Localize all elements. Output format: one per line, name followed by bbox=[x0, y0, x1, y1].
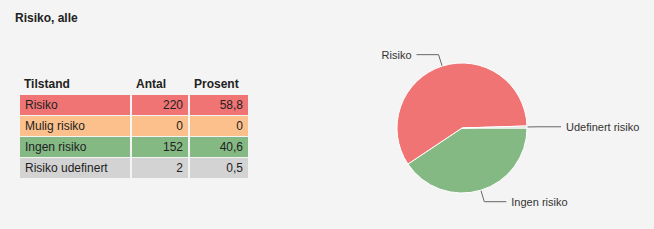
svg-text:Risiko: Risiko bbox=[382, 49, 412, 61]
html-text:0: 0 bbox=[236, 119, 243, 133]
svg-text:Udefinert risiko: Udefinert risiko bbox=[566, 121, 639, 133]
html-text:152: 152 bbox=[163, 140, 183, 154]
svg-text:Ingen risiko: Ingen risiko bbox=[511, 196, 567, 208]
html-text:40,6: 40,6 bbox=[219, 140, 243, 154]
html-text:Ingen risiko: Ingen risiko bbox=[25, 140, 87, 154]
html-text:Risiko udefinert: Risiko udefinert bbox=[25, 161, 108, 175]
html-text:Antal: Antal bbox=[136, 77, 166, 91]
html-text:2: 2 bbox=[176, 161, 183, 175]
html-text:58,8: 58,8 bbox=[219, 98, 243, 112]
html-text:Prosent: Prosent bbox=[194, 77, 239, 91]
html-text:Risiko, alle: Risiko, alle bbox=[15, 11, 78, 25]
html-text:220: 220 bbox=[163, 98, 183, 112]
html-text:0: 0 bbox=[176, 119, 183, 133]
html-text:0,5: 0,5 bbox=[226, 161, 243, 175]
html-text:Risiko: Risiko bbox=[25, 98, 58, 112]
html-text:Mulig risiko: Mulig risiko bbox=[25, 119, 85, 133]
html-text:Tilstand: Tilstand bbox=[24, 77, 70, 91]
